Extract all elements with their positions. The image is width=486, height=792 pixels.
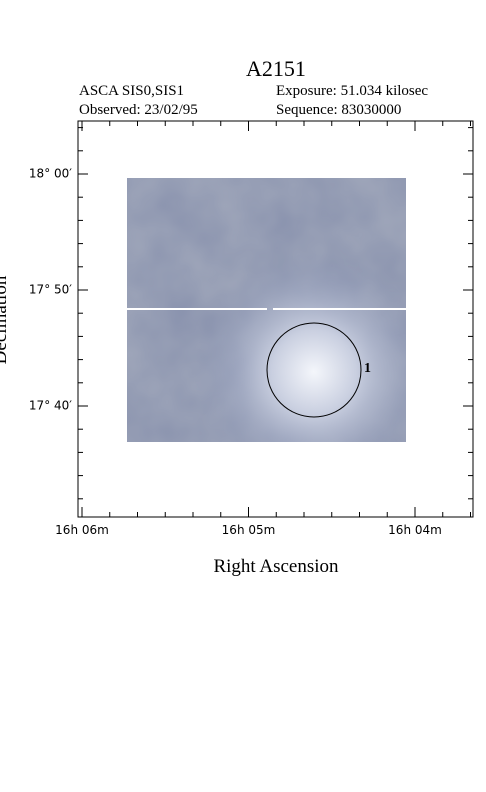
y-tick-label: 18° 00′ <box>29 167 72 181</box>
x-tick-label: 16h 06m <box>55 523 109 537</box>
exposure: Exposure: 51.034 kilosec <box>276 83 428 99</box>
sky-image <box>127 178 406 442</box>
sequence: Sequence: 83030000 <box>276 102 401 118</box>
region-label: 1 <box>364 361 371 376</box>
y-axis-label: Declination <box>0 275 11 364</box>
y-tick-label: 17° 40′ <box>29 399 72 413</box>
x-axis-label: Right Ascension <box>213 556 339 577</box>
instrument: ASCA SIS0,SIS1 <box>79 83 184 99</box>
ticks: 18° 00′ 17° 50′ 17° 40′ 16h 06m 16h 05m 16h 0… <box>29 121 473 537</box>
y-tick-label: 17° 50′ <box>29 283 72 297</box>
x-tick-label: 16h 04m <box>388 523 442 537</box>
title: A2151 <box>246 56 306 81</box>
x-tick-label: 16h 05m <box>222 523 276 537</box>
region-circle <box>266 322 362 418</box>
observed: Observed: 23/02/95 <box>79 102 198 118</box>
plot-frame <box>77 120 474 518</box>
